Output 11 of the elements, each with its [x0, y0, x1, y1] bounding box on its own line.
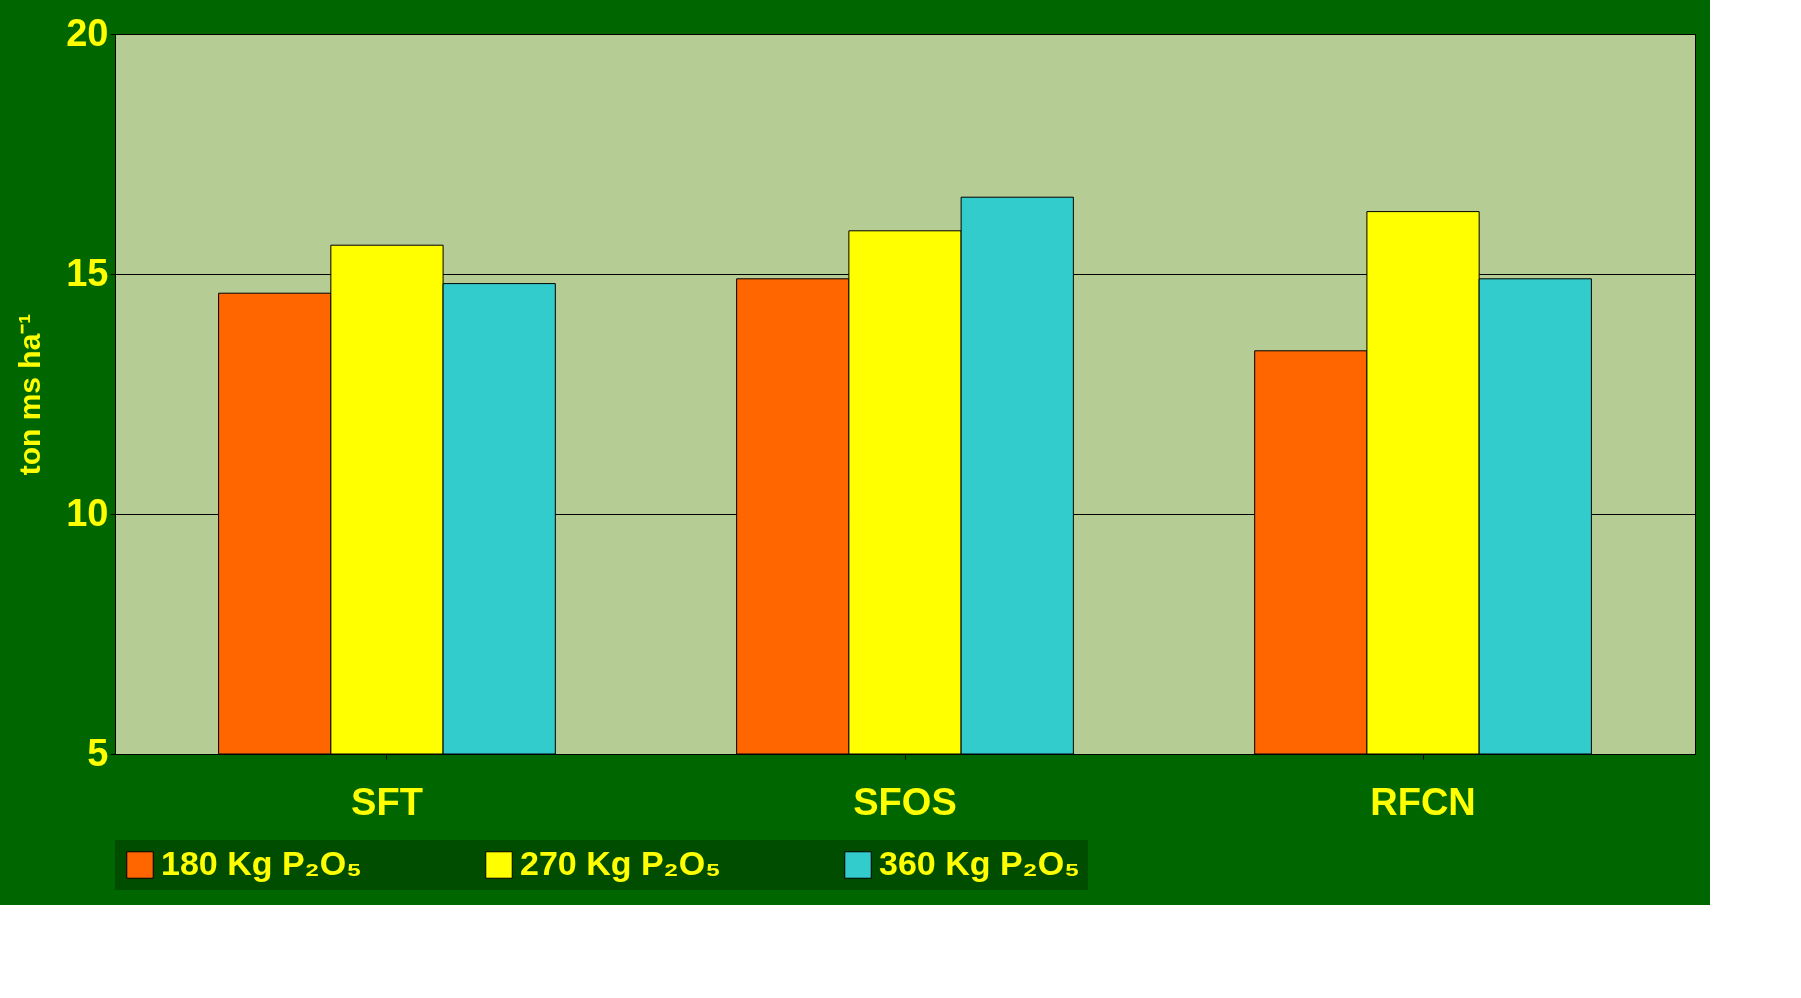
x-tick-label: SFOS: [853, 780, 957, 823]
legend-label: 270 Kg P₂O₅: [520, 844, 721, 882]
legend-label: 360 Kg P₂O₅: [879, 844, 1080, 882]
x-tick-label: SFT: [351, 780, 423, 823]
y-tick-label: 20: [66, 11, 109, 54]
y-tick-label: 10: [66, 491, 109, 534]
y-tick-label: 5: [87, 731, 109, 774]
legend-label: 180 Kg P₂O₅: [161, 844, 362, 882]
x-tick-label: RFCN: [1370, 780, 1476, 823]
y-tick-label: 15: [66, 251, 109, 294]
y-axis-title: ton ms ha⁻¹: [13, 313, 47, 476]
